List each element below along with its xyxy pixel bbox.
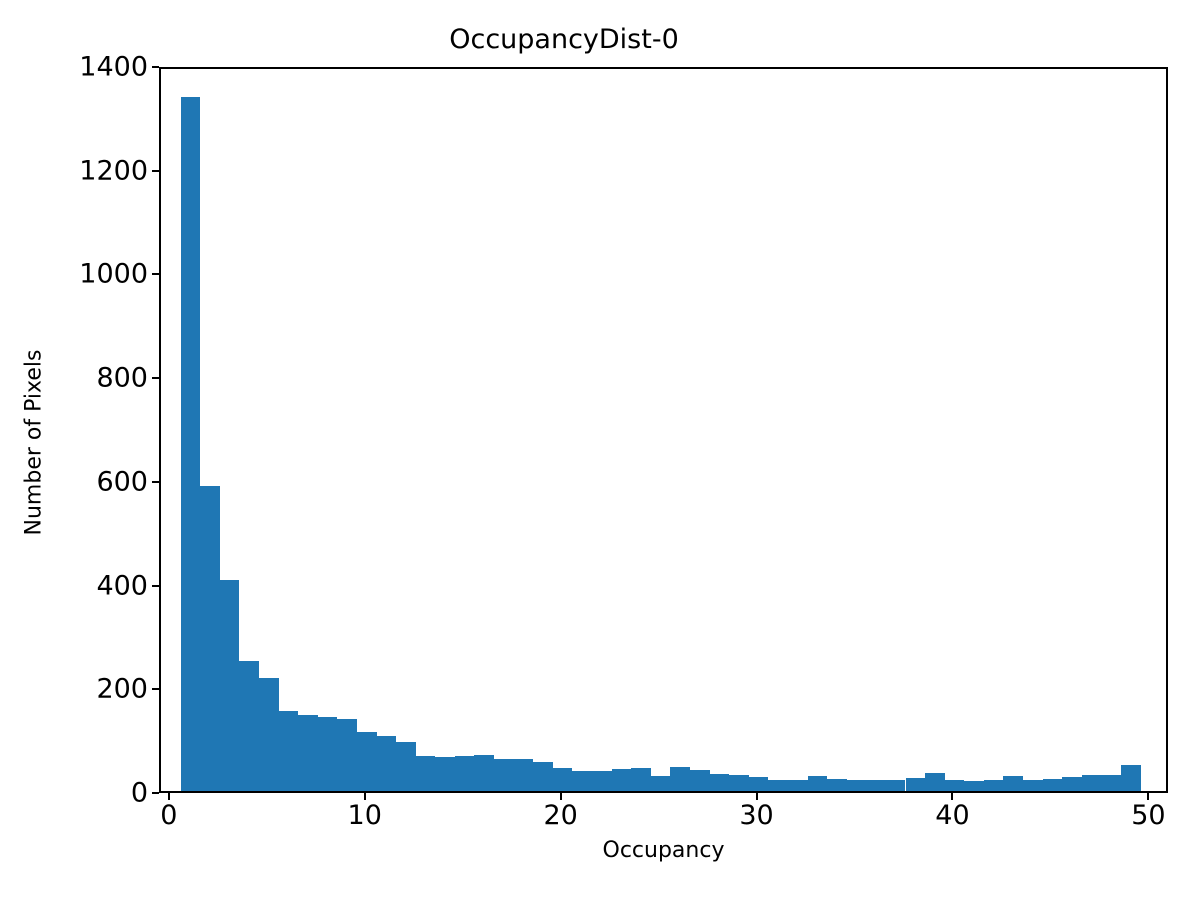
histogram-bars: [161, 69, 1166, 791]
x-tick-label: 20: [543, 800, 578, 831]
y-tick-label: 1400: [79, 51, 148, 83]
histogram-bar: [258, 678, 279, 791]
x-tick-mark: [755, 793, 758, 800]
y-tick-mark: [152, 792, 159, 794]
histogram-bar: [1101, 774, 1121, 791]
x-axis-label: Occupancy: [602, 838, 725, 863]
histogram-bar: [1003, 776, 1024, 791]
histogram-bar: [944, 780, 965, 791]
histogram-bar: [768, 779, 788, 791]
histogram-bar: [1062, 777, 1082, 791]
y-tick-mark: [152, 273, 159, 276]
histogram-bar: [807, 776, 828, 791]
y-tick-label: 0: [130, 777, 148, 809]
histogram-bar: [964, 781, 984, 791]
x-tick-mark: [1147, 793, 1150, 800]
y-tick-label: 200: [96, 673, 148, 705]
histogram-bar: [689, 770, 710, 791]
y-tick-label: 600: [96, 466, 148, 498]
x-tick-mark: [363, 793, 366, 800]
histogram-bar: [729, 774, 749, 791]
histogram-bar: [415, 756, 436, 791]
y-tick-mark: [152, 688, 159, 691]
histogram-bar: [1081, 775, 1102, 791]
histogram-bar: [709, 774, 730, 791]
histogram-bar: [885, 779, 906, 791]
histogram-bar: [219, 579, 240, 791]
chart-title: OccupancyDist-0: [449, 24, 679, 55]
histogram-bar: [317, 716, 338, 791]
histogram-bar: [650, 776, 671, 791]
y-tick-label: 800: [96, 362, 148, 394]
y-tick-label: 1200: [79, 155, 148, 187]
histogram-bar: [376, 735, 397, 791]
histogram-bar: [435, 757, 455, 791]
x-tick-label: 30: [739, 800, 774, 831]
y-tick-mark: [152, 169, 159, 172]
histogram-bar: [396, 741, 416, 791]
histogram-bar: [494, 758, 514, 791]
histogram-bar: [239, 660, 259, 791]
histogram-bar: [866, 779, 886, 791]
y-tick-mark: [152, 480, 159, 483]
histogram-bar: [787, 779, 808, 791]
histogram-bar: [905, 778, 926, 791]
x-tick-label: 50: [1131, 800, 1166, 831]
histogram-bar: [827, 779, 847, 791]
plot-area: [159, 67, 1168, 793]
histogram-bar: [552, 768, 573, 791]
histogram-bar: [298, 714, 318, 791]
histogram-bar: [454, 756, 475, 791]
histogram-bar: [200, 485, 220, 791]
x-tick-mark: [559, 793, 562, 800]
histogram-bar: [513, 758, 534, 791]
y-tick-mark: [152, 584, 159, 587]
y-tick-mark: [152, 66, 159, 68]
histogram-bar: [356, 732, 377, 791]
y-tick-label: 1000: [79, 258, 148, 290]
histogram-bar: [533, 761, 553, 791]
histogram-bar: [592, 770, 612, 791]
histogram-bar: [572, 771, 592, 791]
histogram-bar: [611, 768, 632, 791]
histogram-bar: [925, 772, 945, 791]
histogram-bar: [1042, 778, 1063, 791]
histogram-bar: [631, 768, 651, 791]
histogram-bar: [748, 777, 769, 791]
histogram-bar: [1023, 779, 1043, 791]
y-tick-mark: [152, 377, 159, 380]
histogram-bar: [1121, 765, 1141, 791]
histogram-bar: [337, 718, 357, 791]
y-axis-label: Number of Pixels: [21, 349, 47, 536]
x-tick-label: 40: [935, 800, 970, 831]
x-tick-label: 10: [347, 800, 382, 831]
x-tick-label: 0: [160, 800, 178, 831]
histogram-bar: [846, 780, 867, 791]
x-tick-mark: [951, 793, 954, 800]
histogram-bar: [278, 711, 299, 791]
histogram-bar: [670, 766, 690, 791]
histogram-bar: [474, 754, 495, 791]
histogram-bar: [180, 97, 201, 791]
x-tick-mark: [167, 793, 170, 800]
y-tick-label: 400: [96, 570, 148, 602]
histogram-bar: [983, 779, 1004, 791]
